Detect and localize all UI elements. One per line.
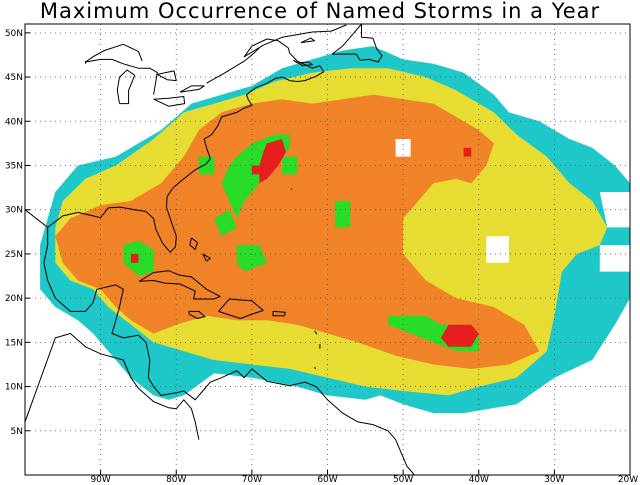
tick-label-lat: 5N [11, 427, 23, 437]
tick-label-lat: 15N [5, 338, 23, 348]
region-gap-3 [395, 139, 411, 157]
tick-label-lon: 20W [618, 475, 638, 485]
coastline-7 [188, 310, 206, 319]
region-level-4-1 [214, 209, 237, 237]
tick-label-lon: 30W [544, 475, 564, 485]
coastline-5 [138, 270, 221, 300]
region-level-5-1 [440, 324, 479, 347]
coastline-layer [25, 24, 415, 475]
coastline-12 [314, 330, 318, 335]
region-level-5-4 [130, 253, 139, 263]
tick-label-layer: 90W 80W 70W 60W 50W 40W 30W 20W 50N 45N 40N 35N 30N 2… [5, 29, 638, 485]
tick-label-lon: 80W [166, 475, 186, 485]
tick-label-lon: 50W [393, 475, 413, 485]
coastline-2 [47, 24, 347, 253]
coastline-13 [314, 366, 316, 370]
tick-label-lat: 40N [5, 117, 23, 127]
coastline-0 [25, 209, 415, 475]
tick-label-lat: 10N [5, 383, 23, 393]
region-level-4-2 [236, 245, 267, 272]
region-gap-0 [486, 236, 509, 263]
region-level-4-3 [335, 200, 351, 228]
region-level-5-2 [251, 165, 260, 175]
tick-label-lat: 20N [5, 294, 23, 304]
region-level-4-6 [198, 156, 215, 175]
coastline-14 [290, 188, 293, 190]
tick-label-lat: 30N [5, 206, 23, 216]
coastline-8 [272, 310, 286, 317]
occurrence-fill-layer [40, 46, 630, 414]
coastline-1 [25, 333, 200, 440]
region-gap-2 [599, 245, 630, 272]
coastline-10 [202, 253, 211, 262]
coastline-6 [218, 298, 264, 319]
coastline-9 [189, 237, 198, 250]
coastline-19 [206, 47, 260, 84]
tick-label-lon: 70W [242, 475, 262, 485]
tick-label-lat: 50N [5, 29, 23, 39]
tick-label-lat: 35N [5, 161, 23, 171]
region-level-4-7 [282, 156, 298, 175]
region-level-5-0 [259, 139, 286, 184]
region-level-4-4 [123, 240, 154, 276]
coastline-18 [179, 85, 205, 93]
coastline-15 [85, 43, 158, 95]
tick-label-lon: 60W [317, 475, 337, 485]
chart-title: Maximum Occurrence of Named Storms in a … [39, 0, 601, 23]
region-level-3-0 [55, 94, 540, 369]
coastline-16 [116, 69, 136, 105]
coastline-4 [293, 59, 313, 67]
region-gap-1 [599, 192, 630, 228]
tick-label-lon: 90W [90, 475, 110, 485]
tick-label-lon: 40W [469, 475, 489, 485]
coastline-17 [153, 96, 186, 107]
region-level-5-3 [463, 147, 472, 157]
coastline-20 [157, 70, 177, 82]
coastline-3 [331, 24, 383, 63]
coastline-22 [300, 37, 316, 44]
grid-layer [25, 24, 630, 475]
tick-label-lat: 45N [5, 73, 23, 83]
tick-label-lat: 25N [5, 250, 23, 260]
